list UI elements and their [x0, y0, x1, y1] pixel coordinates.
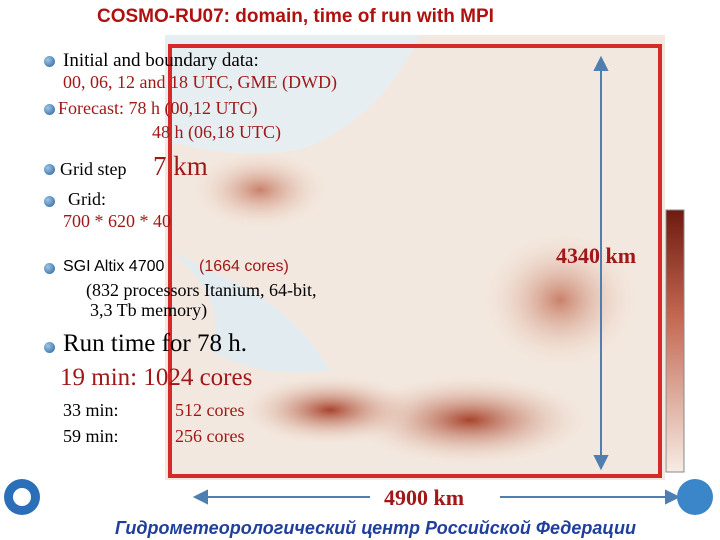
- mountains: [240, 375, 420, 445]
- footer: Гидрометеорологический центр Российской …: [115, 518, 636, 538]
- text: (1664 cores): [199, 258, 289, 275]
- text: Forecast: 78 h (00,12 UTC): [58, 98, 258, 118]
- text: 7 km: [153, 151, 208, 181]
- text: Initial and boundary data:: [63, 50, 259, 71]
- text: 256 cores: [175, 426, 245, 446]
- logo: [13, 488, 31, 506]
- text: 33 min:: [63, 400, 119, 420]
- width-label: 4900 km: [384, 485, 465, 510]
- bullet: [44, 56, 55, 67]
- text: 19 min: 1024 cores: [60, 364, 253, 391]
- text: 48 h (06,18 UTC): [152, 122, 281, 142]
- title: COSMO-RU07: domain, time of run with MPI: [97, 6, 494, 27]
- text: SGI Altix 4700: [63, 258, 165, 275]
- text: (832 processors Itanium, 64-bit,: [86, 280, 317, 300]
- text: Grid step: [60, 159, 127, 179]
- text: Run time for 78 h.: [63, 330, 248, 357]
- bullet: [44, 342, 55, 353]
- sea: [170, 250, 330, 373]
- arrows: [192, 55, 681, 505]
- text: 3,3 Tb memory): [90, 300, 208, 320]
- colorbar: [665, 209, 685, 473]
- text: 512 cores: [175, 400, 245, 420]
- text: Grid:: [68, 189, 106, 209]
- bullet: [44, 104, 55, 115]
- hills: [190, 150, 330, 230]
- height-label: 4340 km: [556, 243, 637, 268]
- bullet: [44, 196, 55, 207]
- domain-frame: [168, 44, 662, 478]
- bullet: [44, 164, 55, 175]
- text: 700 * 620 * 40: [63, 211, 171, 231]
- text: 59 min:: [63, 426, 119, 446]
- sea: [165, 35, 420, 154]
- text: 00, 06, 12 and 18 UTC, GME (DWD): [63, 72, 337, 92]
- logo: [677, 479, 713, 515]
- bullet: [44, 263, 55, 274]
